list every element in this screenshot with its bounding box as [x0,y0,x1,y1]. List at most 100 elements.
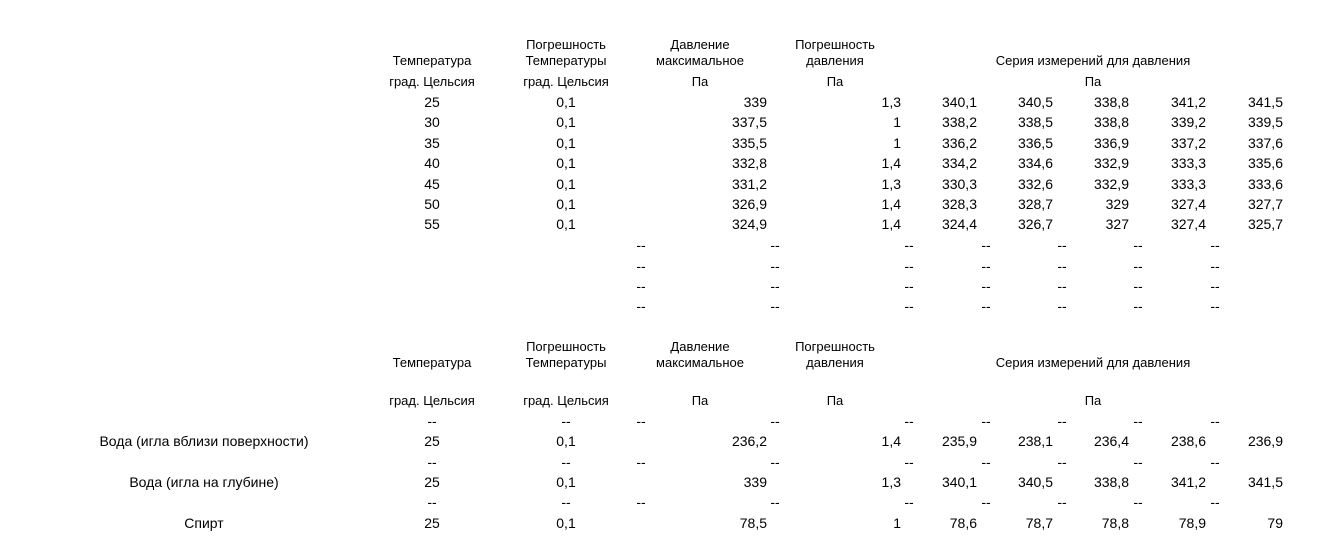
temp-error-cell: 0,1 [556,515,576,531]
temp-error-cell: 0,1 [556,474,576,490]
placeholder-dash: -- [770,278,780,294]
pressure-error-cell: 1,3 [881,94,901,110]
series-value-cell: 336,9 [1093,134,1129,151]
temperature-cell: 35 [424,134,440,151]
pressure-error-cell: 1,3 [881,474,901,490]
placeholder-dash: -- [981,494,991,510]
series-value-cell: 238,1 [1017,433,1053,449]
placeholder-dash: -- [1133,454,1143,470]
temp-error-cell: 0,1 [556,155,576,172]
placeholder-dash: -- [904,237,914,253]
placeholder-dash: -- [904,494,914,510]
temp-error-cell: 0,1 [556,134,576,151]
placeholder-dash: -- [561,494,571,510]
placeholder-dash: -- [1057,454,1067,470]
pressure-error-header-2: давления [806,53,864,68]
series-value-cell: 334,6 [1017,155,1053,172]
placeholder-dash: -- [904,258,914,274]
series-value-cell: 325,7 [1247,216,1283,233]
placeholder-dash: -- [904,278,914,294]
pressure-error-cell: 1 [893,134,901,151]
series-value-cell: 328,3 [941,196,977,212]
placeholder-dash: -- [636,494,646,510]
pressure-max-header: Давление [670,37,730,52]
series-header: Серия измерений для давления [995,355,1191,370]
pressure-error-unit: Па [826,393,844,408]
temp-error-header: Погрешность [526,37,606,52]
series-value-cell: 338,2 [941,114,977,131]
series-value-cell: 335,6 [1247,155,1283,172]
placeholder-dash: -- [636,237,646,253]
series-value-cell: 78,9 [1178,515,1206,531]
series-value-cell: 340,1 [941,474,977,490]
placeholder-dash: -- [1133,258,1143,274]
series-value-cell: 337,6 [1247,134,1283,151]
placeholder-dash: -- [770,298,780,314]
placeholder-dash: -- [1133,494,1143,510]
pressure-max-cell: 339 [743,94,767,110]
temp-error-cell: 0,1 [556,175,576,192]
series-value-cell: 337,2 [1170,134,1206,151]
placeholder-dash: -- [981,258,991,274]
series-header: Серия измерений для давления [995,53,1191,68]
temperature-cell: 25 [424,515,440,531]
pressure-max-cell: 326,9 [731,196,767,212]
series-value-cell: 341,5 [1247,94,1283,110]
temp-error-cell: 0,1 [556,433,576,449]
series-value-cell: 332,9 [1093,155,1129,172]
placeholder-dash: -- [1057,298,1067,314]
pressure-error-header: Погрешность [795,37,875,52]
temperature-header: Температура [392,355,472,370]
row-label: Спирт [184,515,224,531]
series-value-cell: 327,7 [1247,196,1283,212]
placeholder-dash: -- [904,298,914,314]
series-value-cell: 338,8 [1093,94,1129,110]
series-value-cell: 333,3 [1170,155,1206,172]
pressure-error-header-2: давления [806,355,864,370]
placeholder-dash: -- [1210,237,1220,253]
placeholder-dash: -- [427,454,437,470]
placeholder-dash: -- [981,454,991,470]
placeholder-dash: -- [1210,494,1220,510]
series-value-cell: 333,3 [1170,175,1206,192]
temperature-header: Температура [392,53,472,68]
placeholder-dash: -- [981,298,991,314]
series-value-cell: 238,6 [1170,433,1206,449]
placeholder-dash: -- [1210,258,1220,274]
series-value-cell: 79 [1267,515,1283,531]
series-value-cell: 326,7 [1017,216,1053,233]
pressure-max-header-2: максимальное [656,53,744,68]
placeholder-dash: -- [1057,278,1067,294]
placeholder-dash: -- [636,278,646,294]
pressure-unit: Па [691,74,709,89]
temp-error-cell: 0,1 [556,216,576,233]
placeholder-dash: -- [770,237,780,253]
series-value-cell: 334,2 [941,155,977,172]
series-value-cell: 333,6 [1247,175,1283,192]
series-unit: Па [1084,74,1102,89]
pressure-error-cell: 1 [893,515,901,531]
placeholder-dash: -- [904,413,914,429]
pressure-max-header: Давление [670,339,730,354]
series-value-cell: 324,4 [941,216,977,233]
series-value-cell: 336,5 [1017,134,1053,151]
series-value-cell: 339,2 [1170,114,1206,131]
pressure-error-cell: 1,4 [881,433,901,449]
pressure-max-cell: 335,5 [731,134,767,151]
placeholder-dash: -- [981,278,991,294]
placeholder-dash: -- [427,494,437,510]
placeholder-dash: -- [1133,298,1143,314]
series-value-cell: 336,2 [941,134,977,151]
pressure-error-cell: 1,4 [881,196,901,212]
placeholder-dash: -- [770,413,780,429]
temp-error-cell: 0,1 [556,94,576,110]
temp-unit: град. Цельсия [389,393,475,408]
series-value-cell: 332,9 [1093,175,1129,192]
temp-error-cell: 0,1 [556,196,576,212]
placeholder-dash: -- [1133,237,1143,253]
placeholder-dash: -- [770,258,780,274]
series-value-cell: 328,7 [1017,196,1053,212]
pressure-error-cell: 1 [893,114,901,131]
placeholder-dash: -- [1210,278,1220,294]
placeholder-dash: -- [1057,258,1067,274]
